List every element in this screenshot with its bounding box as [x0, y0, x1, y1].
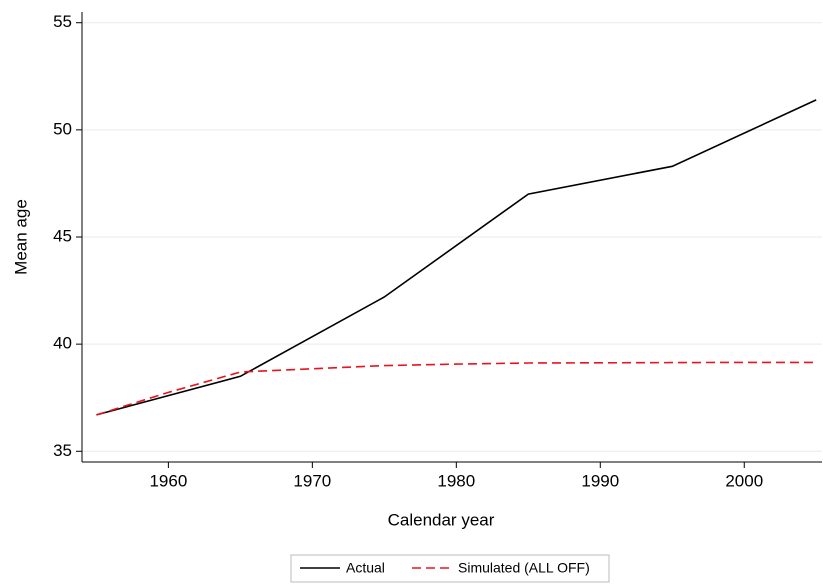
- y-tick-label: 45: [53, 226, 72, 245]
- y-tick-label: 35: [53, 441, 72, 460]
- x-tick-label: 1960: [149, 471, 187, 490]
- legend: Actual Simulated (ALL OFF): [290, 554, 610, 583]
- y-tick-label: 55: [53, 12, 72, 31]
- y-axis-label: Mean age: [11, 199, 30, 275]
- legend-box: [290, 554, 610, 583]
- x-tick-label: 1990: [581, 471, 619, 490]
- y-tick-label: 50: [53, 119, 72, 138]
- legend-label: Actual: [346, 560, 385, 576]
- legend-label: Simulated (ALL OFF): [458, 560, 590, 576]
- line: [96, 361, 817, 416]
- x-tick-label: 2000: [725, 471, 763, 490]
- x-tick-label: 1970: [293, 471, 331, 490]
- y-tick-label: 40: [53, 334, 72, 353]
- line: [96, 99, 817, 416]
- x-axis-label: Calendar year: [388, 510, 495, 529]
- x-tick-label: 1980: [437, 471, 475, 490]
